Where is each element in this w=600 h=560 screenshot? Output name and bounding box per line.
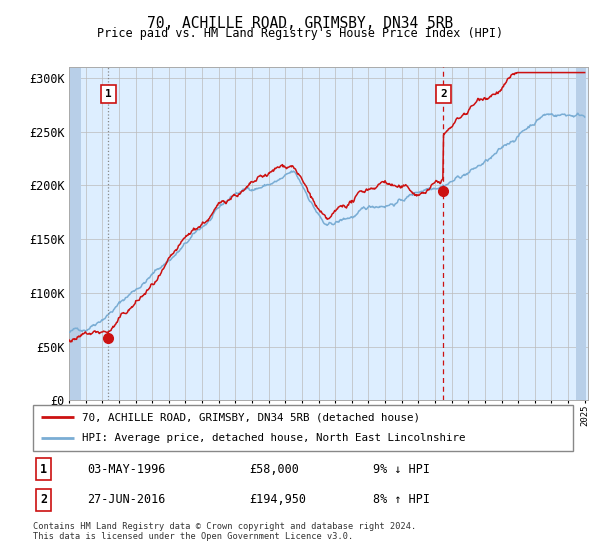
Text: 03-MAY-1996: 03-MAY-1996 [87, 463, 166, 475]
Text: 1: 1 [105, 89, 112, 99]
Text: Contains HM Land Registry data © Crown copyright and database right 2024.
This d: Contains HM Land Registry data © Crown c… [33, 522, 416, 542]
Text: 70, ACHILLE ROAD, GRIMSBY, DN34 5RB (detached house): 70, ACHILLE ROAD, GRIMSBY, DN34 5RB (det… [82, 412, 419, 422]
Text: HPI: Average price, detached house, North East Lincolnshire: HPI: Average price, detached house, Nort… [82, 433, 465, 444]
Text: 1: 1 [40, 463, 47, 475]
Text: 27-JUN-2016: 27-JUN-2016 [87, 493, 166, 506]
Text: 9% ↓ HPI: 9% ↓ HPI [373, 463, 430, 475]
Text: 70, ACHILLE ROAD, GRIMSBY, DN34 5RB: 70, ACHILLE ROAD, GRIMSBY, DN34 5RB [147, 16, 453, 31]
Text: 8% ↑ HPI: 8% ↑ HPI [373, 493, 430, 506]
Text: Price paid vs. HM Land Registry's House Price Index (HPI): Price paid vs. HM Land Registry's House … [97, 27, 503, 40]
Text: 2: 2 [40, 493, 47, 506]
FancyBboxPatch shape [33, 405, 573, 451]
Bar [577, 67, 586, 400]
Text: £58,000: £58,000 [249, 463, 299, 475]
Bar [69, 67, 80, 400]
Text: £194,950: £194,950 [249, 493, 306, 506]
Text: 2: 2 [440, 89, 446, 99]
